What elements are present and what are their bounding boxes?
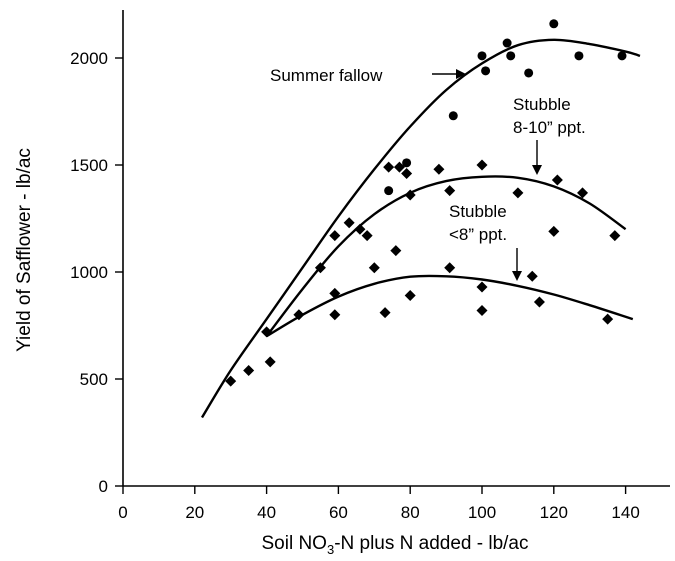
data-point-diamond [577, 187, 589, 199]
data-point-diamond [329, 309, 341, 321]
y-tick-label: 2000 [70, 49, 108, 68]
data-point-circle [402, 158, 412, 168]
axes [122, 10, 670, 487]
data-point-diamond [609, 230, 621, 242]
arrow-stubble-8-10-head [532, 165, 542, 175]
arrow-stubble-lt8-head [512, 271, 522, 281]
data-point-diamond [433, 163, 445, 175]
fit-curve-0 [200, 38, 641, 419]
data-point-diamond [404, 290, 416, 302]
data-point-diamond [404, 189, 416, 201]
data-point-diamond [354, 223, 366, 235]
data-point-diamond [225, 375, 237, 387]
data-point-diamond [476, 305, 488, 317]
data-point-circle [524, 68, 534, 78]
x-tick-label: 40 [257, 503, 276, 522]
x-axis-title-sub: 3 [327, 542, 334, 557]
y-axis-title: Yield of Safflower - lb/ac [14, 148, 35, 352]
data-point-diamond [476, 159, 488, 171]
data-point-diamond [343, 217, 355, 229]
data-point-circle [384, 186, 394, 196]
data-point-diamond [602, 313, 614, 325]
data-point-diamond [444, 262, 456, 274]
data-point-diamond [293, 309, 305, 321]
data-point-diamond [390, 245, 402, 257]
ticks: 0 20 40 60 80 100 120 140 0 500 1000 1500 2000 [70, 49, 640, 522]
data-point-diamond [368, 262, 380, 274]
x-tick-label: 140 [611, 503, 639, 522]
data-point-diamond [526, 270, 538, 282]
data-point-diamond [329, 287, 341, 299]
data-point-diamond [512, 187, 524, 199]
data-point-diamond [379, 307, 391, 319]
fit-curves [200, 38, 641, 419]
annotation-stubble-lt8-line2: <8” ppt. [449, 225, 507, 244]
x-axis-title-rest: -N plus N added - lb/ac [334, 533, 528, 554]
fit-curve-2 [265, 274, 634, 338]
data-point-circle [481, 66, 491, 76]
x-axis-title-main: Soil NO [261, 533, 326, 554]
x-axis-title: Soil NO3-N plus N added - lb/ac [261, 533, 528, 557]
annotation-stubble-8-10-line2: 8-10” ppt. [513, 118, 586, 137]
data-point-diamond [329, 230, 341, 242]
x-tick-label: 0 [118, 503, 127, 522]
annotations: Summer fallow Stubble 8-10” ppt. Stubble… [270, 66, 586, 281]
data-point-diamond [361, 230, 373, 242]
data-point-diamond [476, 281, 488, 293]
data-point-circle [549, 19, 559, 29]
y-tick-label: 1500 [70, 156, 108, 175]
x-tick-label: 60 [329, 503, 348, 522]
data-point-diamond [551, 174, 563, 186]
data-point-diamond [261, 326, 273, 338]
data-point-diamond [243, 364, 255, 376]
data-point-circle [477, 51, 487, 61]
y-tick-label: 1000 [70, 263, 108, 282]
data-point-diamond [401, 168, 413, 180]
data-point-circle [448, 111, 458, 121]
x-tick-label: 80 [401, 503, 420, 522]
annotation-stubble-lt8: Stubble [449, 202, 507, 221]
data-point-circle [617, 51, 627, 61]
fit-curve-1 [265, 175, 627, 337]
y-tick-label: 0 [99, 477, 108, 496]
data-point-diamond [548, 225, 560, 237]
data-points [225, 19, 627, 387]
data-point-circle [506, 51, 516, 61]
data-point-circle [574, 51, 584, 61]
data-point-diamond [533, 296, 545, 308]
x-tick-label: 100 [468, 503, 496, 522]
data-point-diamond [444, 185, 456, 197]
y-tick-label: 500 [80, 370, 108, 389]
data-point-diamond [393, 161, 405, 173]
annotation-summer-fallow: Summer fallow [270, 66, 383, 85]
x-tick-label: 20 [185, 503, 204, 522]
data-point-diamond [383, 161, 395, 173]
data-point-diamond [314, 262, 326, 274]
arrow-summer-fallow-head [456, 69, 466, 79]
annotation-stubble-8-10: Stubble [513, 95, 571, 114]
data-point-circle [502, 38, 512, 48]
data-point-diamond [264, 356, 276, 368]
x-tick-label: 120 [540, 503, 568, 522]
